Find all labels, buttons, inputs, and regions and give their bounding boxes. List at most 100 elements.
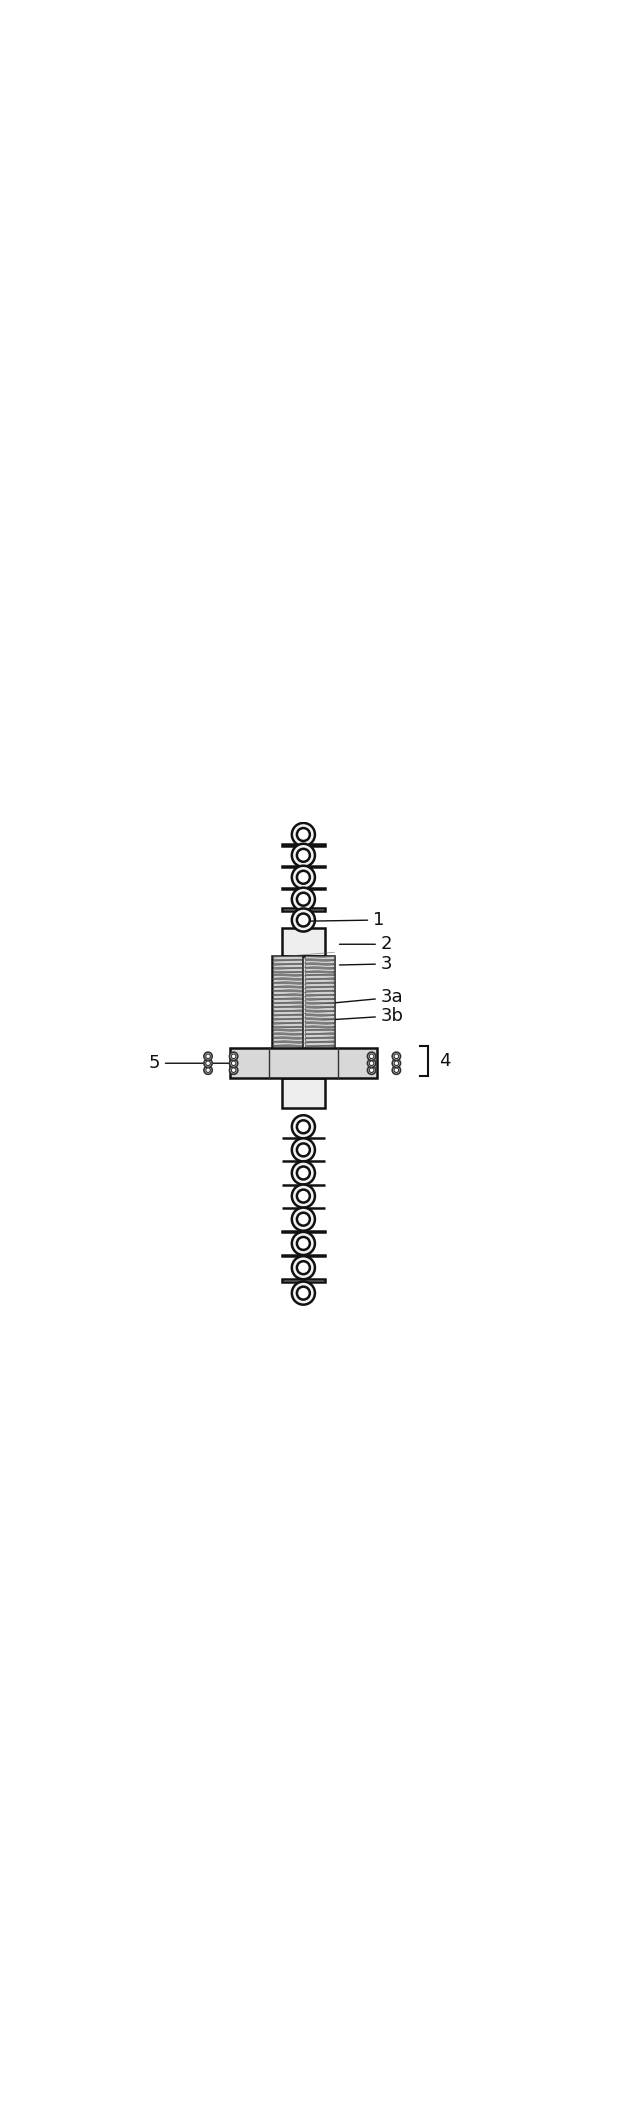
- Polygon shape: [305, 956, 334, 958]
- Polygon shape: [273, 1070, 302, 1072]
- Circle shape: [292, 1160, 315, 1184]
- Circle shape: [204, 1059, 212, 1068]
- Polygon shape: [273, 1061, 302, 1066]
- Circle shape: [394, 1055, 399, 1059]
- Polygon shape: [230, 1049, 377, 1078]
- Polygon shape: [305, 1055, 334, 1057]
- Polygon shape: [282, 1279, 325, 1281]
- Circle shape: [297, 1287, 310, 1300]
- Text: 4: 4: [439, 1053, 450, 1070]
- Text: 3b: 3b: [321, 1006, 404, 1025]
- Polygon shape: [273, 1023, 302, 1025]
- Circle shape: [206, 1061, 210, 1066]
- Polygon shape: [305, 1023, 334, 1025]
- Polygon shape: [273, 964, 302, 966]
- Polygon shape: [282, 928, 325, 956]
- Circle shape: [369, 1055, 374, 1059]
- Circle shape: [367, 1059, 376, 1068]
- Circle shape: [230, 1053, 238, 1061]
- Polygon shape: [273, 983, 302, 985]
- Circle shape: [292, 1137, 315, 1160]
- Polygon shape: [305, 1061, 334, 1066]
- Text: 3a: 3a: [321, 987, 403, 1006]
- Polygon shape: [282, 844, 325, 846]
- Polygon shape: [305, 1042, 334, 1044]
- Circle shape: [392, 1053, 401, 1061]
- Circle shape: [369, 1061, 374, 1066]
- Polygon shape: [305, 998, 334, 1002]
- Polygon shape: [305, 968, 334, 971]
- Text: 5: 5: [148, 1055, 231, 1072]
- Polygon shape: [305, 992, 334, 994]
- Polygon shape: [273, 1002, 302, 1006]
- Polygon shape: [273, 1011, 302, 1013]
- Circle shape: [297, 1236, 310, 1249]
- Circle shape: [231, 1068, 236, 1072]
- Polygon shape: [273, 992, 302, 994]
- Circle shape: [297, 1213, 310, 1226]
- Polygon shape: [273, 956, 302, 958]
- Polygon shape: [273, 1042, 302, 1044]
- Polygon shape: [282, 1078, 325, 1108]
- Circle shape: [297, 848, 310, 861]
- Polygon shape: [273, 1055, 302, 1057]
- Circle shape: [231, 1061, 236, 1066]
- Circle shape: [369, 1068, 374, 1072]
- Polygon shape: [273, 1006, 302, 1011]
- Circle shape: [297, 1120, 310, 1133]
- Polygon shape: [305, 964, 334, 966]
- Polygon shape: [305, 1025, 334, 1030]
- Polygon shape: [305, 1030, 334, 1034]
- Circle shape: [292, 1255, 315, 1279]
- Polygon shape: [272, 956, 335, 1074]
- Polygon shape: [273, 1015, 302, 1017]
- Circle shape: [292, 1207, 315, 1230]
- Polygon shape: [305, 1051, 334, 1053]
- Polygon shape: [273, 1066, 302, 1070]
- Circle shape: [394, 1061, 399, 1066]
- Polygon shape: [305, 1002, 334, 1006]
- Circle shape: [292, 865, 315, 888]
- Polygon shape: [273, 1047, 302, 1049]
- Polygon shape: [305, 979, 334, 983]
- Circle shape: [230, 1059, 238, 1068]
- Circle shape: [292, 888, 315, 912]
- Polygon shape: [305, 971, 334, 975]
- Polygon shape: [273, 1057, 302, 1061]
- Polygon shape: [305, 1034, 334, 1038]
- Circle shape: [230, 1066, 238, 1074]
- Polygon shape: [305, 1066, 334, 1070]
- Polygon shape: [273, 998, 302, 1002]
- Circle shape: [292, 823, 315, 846]
- Polygon shape: [305, 960, 334, 962]
- Text: 2: 2: [340, 935, 392, 954]
- Polygon shape: [305, 1070, 334, 1072]
- Circle shape: [367, 1053, 376, 1061]
- Polygon shape: [305, 975, 334, 979]
- Polygon shape: [273, 1038, 302, 1040]
- Circle shape: [204, 1066, 212, 1074]
- Circle shape: [297, 871, 310, 884]
- Circle shape: [297, 827, 310, 842]
- Circle shape: [292, 844, 315, 867]
- Polygon shape: [305, 1019, 334, 1021]
- Polygon shape: [273, 1025, 302, 1030]
- Circle shape: [292, 1116, 315, 1137]
- Circle shape: [231, 1055, 236, 1059]
- Polygon shape: [305, 983, 334, 985]
- Circle shape: [297, 914, 310, 926]
- Polygon shape: [305, 1015, 334, 1017]
- Polygon shape: [305, 1038, 334, 1040]
- Polygon shape: [273, 1051, 302, 1053]
- Circle shape: [392, 1066, 401, 1074]
- Polygon shape: [273, 1030, 302, 1034]
- Polygon shape: [273, 979, 302, 983]
- Circle shape: [206, 1068, 210, 1072]
- Polygon shape: [273, 960, 302, 962]
- Polygon shape: [305, 996, 334, 998]
- Circle shape: [297, 1167, 310, 1179]
- Circle shape: [367, 1066, 376, 1074]
- Polygon shape: [305, 1057, 334, 1061]
- Circle shape: [204, 1053, 212, 1061]
- Polygon shape: [273, 975, 302, 979]
